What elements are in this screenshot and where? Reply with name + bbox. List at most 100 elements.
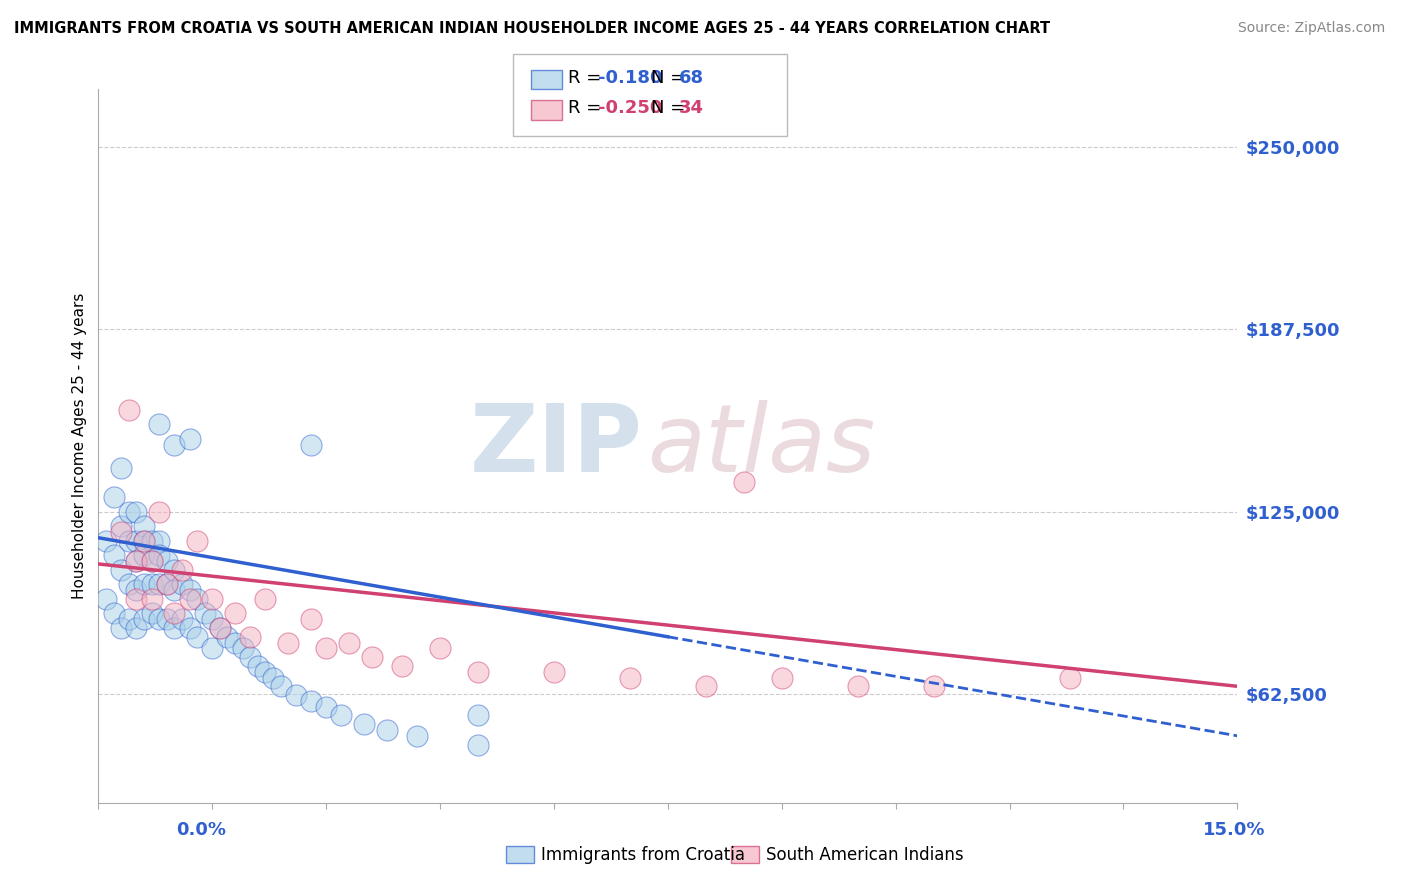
Text: IMMIGRANTS FROM CROATIA VS SOUTH AMERICAN INDIAN HOUSEHOLDER INCOME AGES 25 - 44: IMMIGRANTS FROM CROATIA VS SOUTH AMERICA…	[14, 21, 1050, 36]
Point	[141, 533, 163, 548]
Point	[94, 591, 117, 606]
Point	[922, 679, 945, 693]
Text: N =: N =	[651, 69, 690, 87]
Point	[353, 717, 375, 731]
Point	[315, 699, 337, 714]
Point	[125, 554, 148, 568]
Point	[733, 475, 755, 490]
Point	[467, 708, 489, 723]
Point	[179, 432, 201, 446]
Point	[224, 607, 246, 621]
Point	[406, 729, 429, 743]
Text: N =: N =	[651, 99, 690, 117]
Point	[429, 641, 451, 656]
Point	[201, 641, 224, 656]
Point	[110, 519, 132, 533]
Point	[194, 607, 217, 621]
Point	[179, 621, 201, 635]
Point	[156, 612, 179, 626]
Point	[337, 635, 360, 649]
Point	[110, 524, 132, 539]
Point	[156, 577, 179, 591]
Point	[125, 533, 148, 548]
Point	[163, 621, 186, 635]
Point	[315, 641, 337, 656]
Text: Immigrants from Croatia: Immigrants from Croatia	[541, 846, 745, 863]
Point	[141, 607, 163, 621]
Point	[125, 583, 148, 598]
Point	[94, 533, 117, 548]
Point	[270, 679, 292, 693]
Point	[148, 612, 170, 626]
Point	[208, 621, 231, 635]
Point	[770, 671, 793, 685]
Point	[299, 694, 322, 708]
Point	[217, 630, 239, 644]
Text: atlas: atlas	[647, 401, 876, 491]
Point	[118, 504, 141, 518]
Point	[179, 583, 201, 598]
Point	[695, 679, 717, 693]
Text: 34: 34	[679, 99, 704, 117]
Point	[299, 437, 322, 451]
Point	[186, 630, 208, 644]
Point	[163, 607, 186, 621]
Text: ZIP: ZIP	[470, 400, 643, 492]
Y-axis label: Householder Income Ages 25 - 44 years: Householder Income Ages 25 - 44 years	[72, 293, 87, 599]
Point	[239, 630, 262, 644]
Point	[156, 577, 179, 591]
Point	[148, 417, 170, 432]
Point	[125, 591, 148, 606]
Point	[163, 563, 186, 577]
Text: Source: ZipAtlas.com: Source: ZipAtlas.com	[1237, 21, 1385, 35]
Point	[846, 679, 869, 693]
Point	[148, 504, 170, 518]
Point	[246, 659, 269, 673]
Text: 68: 68	[679, 69, 704, 87]
Point	[132, 519, 155, 533]
Point	[118, 533, 141, 548]
Point	[224, 635, 246, 649]
Point	[118, 402, 141, 417]
Point	[1059, 671, 1081, 685]
Point	[110, 460, 132, 475]
Point	[132, 612, 155, 626]
Point	[132, 533, 155, 548]
Text: -0.180: -0.180	[598, 69, 662, 87]
Point	[141, 554, 163, 568]
Point	[163, 437, 186, 451]
Point	[330, 708, 353, 723]
Point	[141, 591, 163, 606]
Text: 0.0%: 0.0%	[176, 821, 226, 838]
Point	[125, 554, 148, 568]
Point	[125, 504, 148, 518]
Point	[262, 671, 284, 685]
Point	[284, 688, 307, 702]
Point	[201, 591, 224, 606]
Point	[148, 548, 170, 562]
Text: -0.250: -0.250	[598, 99, 662, 117]
Point	[277, 635, 299, 649]
Point	[148, 533, 170, 548]
Point	[239, 650, 262, 665]
Point	[148, 577, 170, 591]
Point	[232, 641, 254, 656]
Point	[156, 554, 179, 568]
Point	[186, 533, 208, 548]
Point	[201, 612, 224, 626]
Point	[391, 659, 413, 673]
Point	[141, 577, 163, 591]
Point	[467, 738, 489, 752]
Point	[132, 533, 155, 548]
Text: South American Indians: South American Indians	[766, 846, 965, 863]
Text: R =: R =	[568, 69, 607, 87]
Point	[103, 490, 125, 504]
Point	[110, 621, 132, 635]
Point	[141, 554, 163, 568]
Point	[103, 607, 125, 621]
Point	[163, 583, 186, 598]
Point	[118, 612, 141, 626]
Point	[543, 665, 565, 679]
Point	[132, 577, 155, 591]
Point	[254, 665, 277, 679]
